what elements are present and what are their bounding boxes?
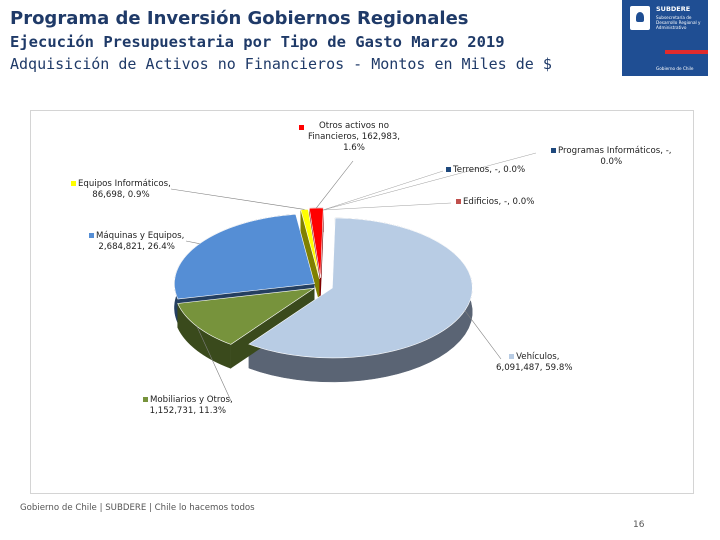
legend-swatch xyxy=(509,354,515,359)
page-subtitle: Ejecución Presupuestaria por Tipo de Gas… xyxy=(10,33,505,51)
legend-swatch xyxy=(89,233,94,238)
pie-slice-m-quinas-y-equipos xyxy=(174,214,315,300)
leader-line-veh-culos xyxy=(464,310,502,360)
label-mobiliarios: Mobiliarios y Otros, 1,152,731, 11.3% xyxy=(143,395,233,417)
legend-swatch xyxy=(71,181,76,186)
legend-swatch xyxy=(551,148,556,153)
leader-line-zero-2 xyxy=(322,202,452,211)
page-number: 16 xyxy=(633,520,645,530)
leader-line-m-quinas-y-equipos xyxy=(185,240,200,245)
leader-line-zero-0 xyxy=(322,170,444,211)
pie-slice-otros-activos-no-financieros xyxy=(308,207,324,279)
pie-chart-canvas xyxy=(170,152,537,402)
label-programas-informaticos: Programas Informáticos, -, 0.0% xyxy=(551,146,672,168)
label-otros-activos: Otros activos no Financieros, 162,983, 1… xyxy=(299,121,409,154)
legend-swatch xyxy=(446,167,451,172)
subdere-logo: SUBDERE Subsecretaría de Desarrollo Regi… xyxy=(622,0,708,76)
logo-description: Subsecretaría de Desarrollo Regional y A… xyxy=(656,15,701,30)
flag-stripe xyxy=(622,50,708,54)
label-terrenos: Terrenos, -, 0.0% xyxy=(446,165,525,176)
page-subtitle-units: Adquisición de Activos no Financieros - … xyxy=(10,55,552,73)
leader-line-otros-activos-no-financieros xyxy=(316,160,354,209)
chile-crest-icon xyxy=(630,6,650,30)
legend-swatch xyxy=(456,199,461,204)
label-maquinas-equipos: Máquinas y Equipos, 2,684,821, 26.4% xyxy=(89,231,184,253)
leader-line-mobiliarios-y-otros xyxy=(196,326,232,402)
pie-chart: Otros activos no Financieros, 162,983, 1… xyxy=(30,110,694,494)
logo-name: SUBDERE xyxy=(656,5,691,13)
label-equipos-informaticos: Equipos Informáticos, 86,698, 0.9% xyxy=(71,179,171,201)
label-edificios: Edificios, -, 0.0% xyxy=(456,197,534,208)
pie-slice-equipos-inform-ticos xyxy=(300,208,320,280)
legend-swatch xyxy=(299,125,304,130)
page-title: Programa de Inversión Gobiernos Regional… xyxy=(10,8,469,29)
pie-wall-equipos-inform-ticos-0 xyxy=(300,209,320,304)
logo-government: Gobierno de Chile xyxy=(656,66,694,71)
footer-text: Gobierno de Chile | SUBDERE | Chile lo h… xyxy=(20,503,255,513)
label-vehiculos: Vehículos, 6,091,487, 59.8% xyxy=(496,352,573,373)
leader-line-zero-1 xyxy=(322,152,537,211)
legend-swatch xyxy=(143,397,148,402)
leader-line-equipos-inform-ticos xyxy=(170,188,305,210)
